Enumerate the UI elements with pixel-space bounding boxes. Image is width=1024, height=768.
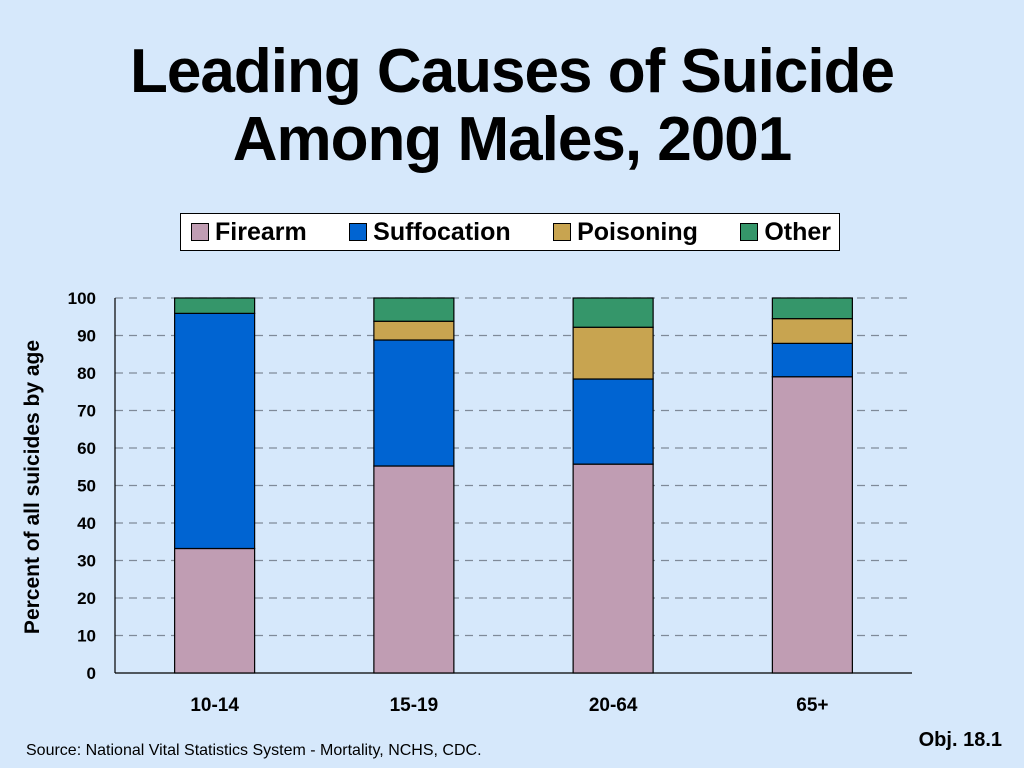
bar-other-65 (771, 297, 853, 320)
legend-swatch-firearm (191, 223, 209, 241)
y-tick-label-40: 40 (77, 514, 96, 533)
x-tick-label-20-64: 20-64 (589, 695, 638, 716)
y-tick-label-10: 10 (77, 627, 96, 646)
legend-swatch-poisoning (553, 223, 572, 241)
title-line-2: Among Males, 2001 (232, 105, 792, 174)
bar-poisoning-15-19 (373, 320, 455, 341)
chart-legend: Firearm Suffocation Poisoning Other (180, 213, 840, 251)
legend-item-other: Other (740, 218, 831, 247)
y-tick-label-80: 80 (77, 364, 96, 383)
bar-firearm-20-64 (572, 463, 654, 674)
objective-label: Obj. 18.1 (918, 729, 1002, 751)
x-tick-label-65: 65+ (796, 695, 828, 716)
legend-item-firearm: Firearm (191, 218, 307, 247)
legend-item-poisoning: Poisoning (553, 218, 698, 247)
y-tick-label-70: 70 (77, 402, 96, 421)
y-tick-label-100: 100 (68, 289, 96, 308)
bar-other-15-19 (373, 297, 455, 322)
legend-label-firearm: Firearm (215, 217, 307, 246)
slide-title: Leading Causes of Suicide Among Males, 2… (0, 38, 1024, 174)
bar-firearm-10-14 (174, 547, 256, 674)
bar-poisoning-20-64 (572, 326, 654, 380)
legend-label-poisoning: Poisoning (577, 217, 698, 246)
source-note: Source: National Vital Statistics System… (26, 742, 482, 759)
legend-label-other: Other (764, 217, 831, 246)
title-line-1: Leading Causes of Suicide (130, 37, 895, 106)
legend-label-suffocation: Suffocation (373, 217, 511, 246)
bar-suffocation-10-14 (174, 312, 256, 550)
bar-other-10-14 (174, 297, 256, 314)
legend-swatch-suffocation (349, 223, 368, 241)
y-tick-label-20: 20 (77, 589, 96, 608)
x-tick-label-10-14: 10-14 (190, 695, 239, 716)
bar-suffocation-20-64 (572, 378, 654, 465)
y-tick-label-0: 0 (87, 664, 96, 683)
y-tick-label-60: 60 (77, 439, 96, 458)
bar-poisoning-65 (771, 318, 853, 344)
y-axis-label: Percent of all suicides by age (21, 339, 44, 635)
bar-firearm-65 (771, 376, 853, 674)
y-tick-label-30: 30 (77, 552, 96, 571)
y-tick-label-90: 90 (77, 327, 96, 346)
bar-firearm-15-19 (373, 465, 455, 674)
legend-swatch-other (740, 223, 759, 241)
bar-suffocation-15-19 (373, 339, 455, 467)
legend-item-suffocation: Suffocation (349, 218, 511, 247)
x-tick-label-15-19: 15-19 (390, 695, 439, 716)
bar-other-20-64 (572, 297, 654, 328)
y-tick-label-50: 50 (77, 477, 96, 496)
bar-suffocation-65 (771, 342, 853, 378)
